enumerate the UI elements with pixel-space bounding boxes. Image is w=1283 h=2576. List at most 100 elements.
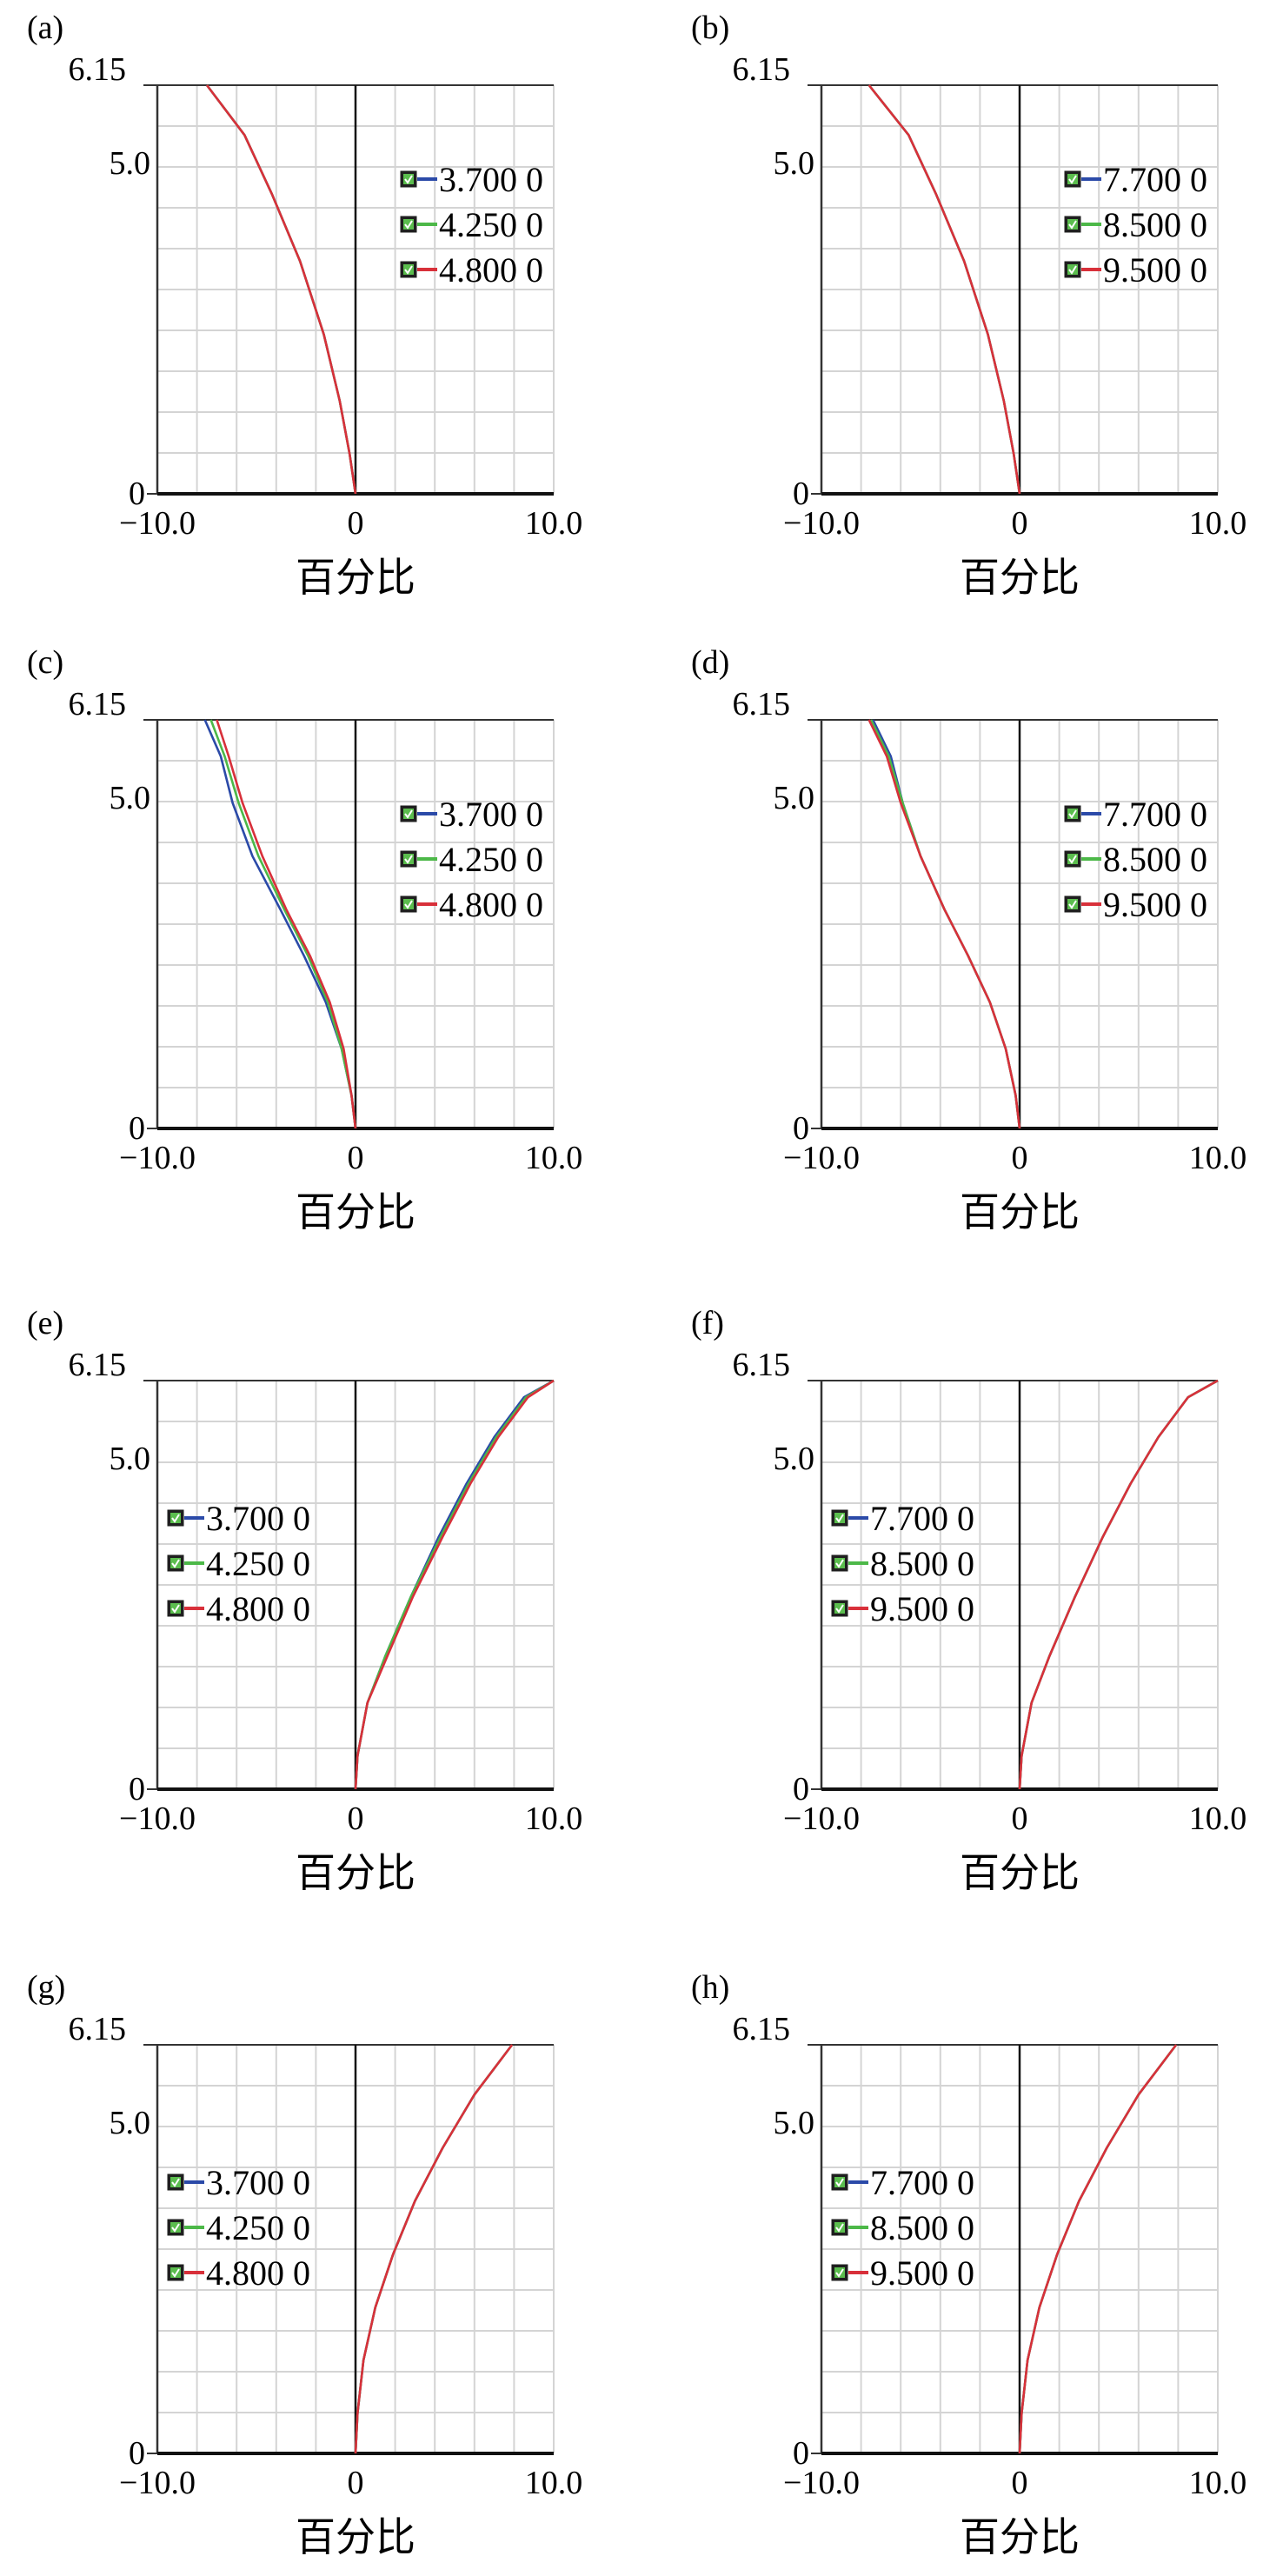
legend-label: 4.250 0 [206,1544,310,1583]
series-line-3 [1018,2044,1178,2453]
y-tick-label: 6.15 [69,51,127,88]
y-tick-label: 0 [793,1771,809,1807]
legend-item: 9.500 0 [831,1589,974,1628]
legend-item: 8.500 0 [831,1544,974,1583]
panel-label: (b) [691,10,729,46]
y-tick-label: 5.0 [110,1441,151,1477]
y-tick-label: 5.0 [774,780,815,816]
x-axis-label: 百分比 [296,554,415,601]
legend-item: 8.500 0 [831,2208,974,2247]
y-tick-label: 6.15 [733,686,791,722]
legend: 3.700 0 4.250 0 4.800 0 [400,160,543,290]
x-tick-label: −10.0 [119,505,196,542]
legend-label: 4.250 0 [206,2208,310,2247]
check-icon [171,1514,180,1523]
legend-label: 7.700 0 [870,1499,974,1538]
panel-label: (g) [27,1969,65,2006]
y-tick-label: 5.0 [774,145,815,182]
y-tick-label: 0 [793,2435,809,2472]
legend-label: 9.500 0 [1103,885,1207,924]
legend-item: 9.500 0 [1064,885,1207,924]
x-axis-label: 百分比 [960,2513,1080,2560]
check-icon [171,1559,180,1568]
check-icon [1068,265,1077,275]
legend-item: 4.250 0 [167,1544,310,1583]
legend-label: 7.700 0 [1103,160,1207,199]
legend-label: 9.500 0 [1103,250,1207,290]
y-tick-label: 6.15 [733,1347,791,1383]
x-tick-label: 10.0 [525,2465,583,2501]
legend-label: 8.500 0 [870,2208,974,2247]
check-icon [171,2268,180,2278]
x-axis-label: 百分比 [960,1188,1080,1235]
legend-label: 9.500 0 [870,1589,974,1628]
legend-label: 4.800 0 [206,1589,310,1628]
check-icon [835,1514,844,1523]
legend-item: 4.800 0 [167,2253,310,2293]
check-icon [171,1604,180,1614]
legend-item: 3.700 0 [167,1499,310,1538]
check-icon [404,855,413,864]
series-line-3 [868,719,1021,1128]
legend: 7.700 0 8.500 0 9.500 0 [1064,795,1207,924]
legend-item: 8.500 0 [1064,205,1207,244]
legend-label: 3.700 0 [206,1499,310,1538]
check-icon [835,2268,844,2278]
legend: 7.700 0 8.500 0 9.500 0 [831,2163,974,2293]
legend-label: 7.700 0 [1103,795,1207,834]
x-axis-label: 百分比 [296,1849,415,1896]
check-icon [1068,220,1077,230]
legend-item: 9.500 0 [831,2253,974,2293]
legend-item: 7.700 0 [831,2163,974,2202]
y-tick-label: 0 [129,1771,145,1807]
series-line-3 [1018,1379,1219,1789]
legend-item: 4.250 0 [167,2208,310,2247]
legend-label: 4.800 0 [206,2253,310,2293]
x-tick-label: 10.0 [525,505,583,542]
legend-label: 9.500 0 [870,2253,974,2293]
x-tick-label: 10.0 [1189,1801,1247,1837]
legend-item: 4.800 0 [400,250,543,290]
legend-label: 8.500 0 [1103,205,1207,244]
series-line-3 [868,84,1021,494]
legend: 3.700 0 4.250 0 4.800 0 [167,2163,310,2293]
legend-label: 8.500 0 [870,1544,974,1583]
check-icon [835,1559,844,1568]
legend-label: 4.800 0 [439,885,543,924]
check-icon [171,2223,180,2233]
legend-item: 3.700 0 [167,2163,310,2202]
legend-label: 3.700 0 [206,2163,310,2202]
check-icon [835,2223,844,2233]
check-icon [1068,175,1077,184]
legend-item: 4.800 0 [167,1589,310,1628]
legend-item: 7.700 0 [1064,160,1207,199]
legend-label: 4.250 0 [439,205,543,244]
x-tick-label: 0 [1012,505,1028,542]
y-tick-label: 6.15 [733,2011,791,2047]
x-tick-label: 10.0 [1189,505,1247,542]
y-tick-label: 5.0 [110,780,151,816]
check-icon [1068,809,1077,819]
check-icon [404,220,413,230]
legend: 7.700 0 8.500 0 9.500 0 [831,1499,974,1628]
legend-label: 3.700 0 [439,160,543,199]
y-tick-label: 6.15 [69,686,127,722]
legend-item: 9.500 0 [1064,250,1207,290]
legend-item: 4.250 0 [400,205,543,244]
legend: 3.700 0 4.250 0 4.800 0 [167,1499,310,1628]
x-tick-label: 0 [348,1140,364,1176]
series-line-3 [216,719,357,1128]
y-tick-label: 5.0 [110,145,151,182]
x-tick-label: 0 [1012,1140,1028,1176]
y-tick-label: 0 [129,1110,145,1147]
x-tick-label: −10.0 [119,2465,196,2501]
x-tick-label: 10.0 [525,1801,583,1837]
check-icon [404,175,413,184]
y-tick-label: 6.15 [69,2011,127,2047]
